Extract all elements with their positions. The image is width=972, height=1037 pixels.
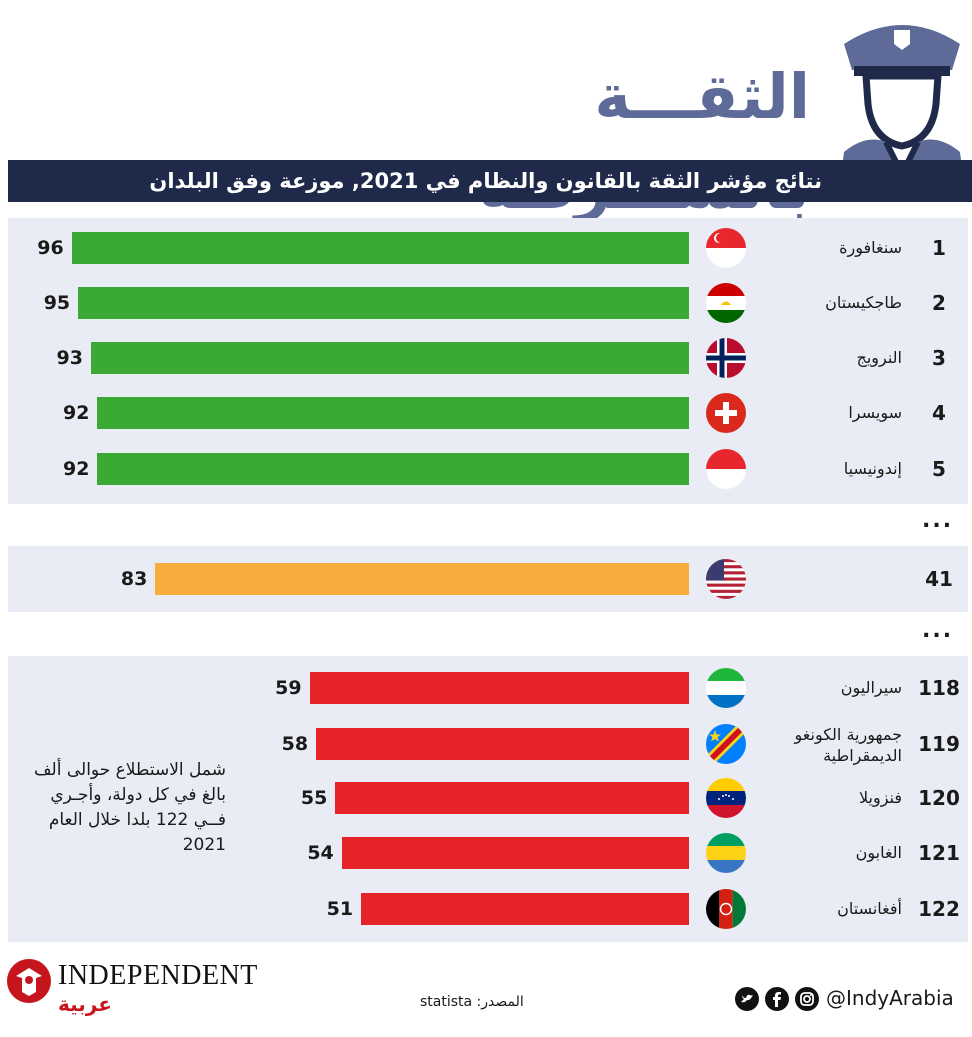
independent-eagle-logo-icon xyxy=(7,959,51,1003)
ellipsis-2: ... xyxy=(922,618,954,643)
bar-122 xyxy=(361,893,689,925)
value-label-118: 59 xyxy=(275,677,302,699)
value-label-121: 54 xyxy=(307,842,334,864)
country-label-120: فنزويلا xyxy=(858,788,902,807)
norway-flag-icon xyxy=(706,338,746,378)
bar-3 xyxy=(91,342,689,374)
bar-41 xyxy=(155,563,689,595)
value-label-1: 96 xyxy=(37,237,64,259)
ellipsis-1: ... xyxy=(922,508,954,533)
rank-label-122: 122 xyxy=(918,897,960,921)
bar-118 xyxy=(309,672,689,704)
country-label-121: الغابون xyxy=(855,843,902,862)
value-label-3: 93 xyxy=(56,347,83,369)
survey-note: شمل الاستطلاع حوالى ألف بالغ في كل دولة،… xyxy=(33,760,226,855)
subtitle-bar xyxy=(8,160,972,202)
social-handle[interactable]: @IndyArabia xyxy=(826,986,954,1010)
afghanistan-flag-icon xyxy=(706,889,746,929)
country-label-5: إندونيسيا xyxy=(843,459,902,478)
switzerland-flag-icon xyxy=(706,393,746,433)
bar-120 xyxy=(335,782,689,814)
tajikistan-flag-icon xyxy=(706,283,746,323)
bar-119 xyxy=(316,728,689,760)
bar-1 xyxy=(71,232,689,264)
value-label-122: 51 xyxy=(326,898,354,920)
facebook-icon[interactable] xyxy=(764,986,790,1012)
country-label-3: النرويج xyxy=(856,348,902,367)
bar-5 xyxy=(97,453,689,485)
value-label-119: 58 xyxy=(281,733,309,755)
rank-label-121: 121 xyxy=(918,841,960,865)
rank-label-2: 2 xyxy=(932,291,946,315)
rank-label-1: 1 xyxy=(932,236,946,260)
sierra-leone-flag-icon xyxy=(706,668,746,708)
usa-flag-icon xyxy=(706,559,746,599)
rank-label-119: 119 xyxy=(918,732,960,756)
rank-label-118: 118 xyxy=(918,676,960,700)
rank-label-41: 41 xyxy=(925,567,953,591)
page-subtitle: نتائج مؤشر الثقة بالقانون والنظام في 202… xyxy=(149,169,822,193)
source-credit: المصدر: statista xyxy=(420,994,524,1010)
independent-arabia-logo: عربية xyxy=(58,992,112,1016)
value-label-2: 95 xyxy=(43,292,71,314)
country-label-2: طاجكيستان xyxy=(825,293,902,312)
country-label-4: سويسرا xyxy=(848,403,902,422)
indonesia-flag-icon xyxy=(706,449,746,489)
instagram-icon[interactable] xyxy=(794,986,820,1012)
independent-logo: INDEPENDENT xyxy=(58,960,258,991)
rank-label-120: 120 xyxy=(918,786,960,810)
country-label-1: سنغافورة xyxy=(839,238,902,257)
dr-congo-flag-icon xyxy=(706,724,746,764)
value-label-5: 92 xyxy=(62,458,90,480)
social-icons xyxy=(734,986,822,1012)
value-label-41: 83 xyxy=(120,568,148,590)
bar-121 xyxy=(341,837,689,869)
country-label-119: جمهورية الكونغو الديمقراطية xyxy=(794,725,902,765)
rank-label-3: 3 xyxy=(932,346,946,370)
gabon-flag-icon xyxy=(706,833,746,873)
rank-label-5: 5 xyxy=(932,457,946,481)
page-title: الثقـــة بالشـــرطة xyxy=(479,60,810,223)
twitter-icon[interactable] xyxy=(734,986,760,1012)
country-label-118: سيراليون xyxy=(840,678,902,697)
bar-2 xyxy=(78,287,689,319)
bar-4 xyxy=(97,397,689,429)
rank-label-4: 4 xyxy=(932,401,946,425)
value-label-4: 92 xyxy=(62,402,90,424)
venezuela-flag-icon xyxy=(706,778,746,818)
value-label-120: 55 xyxy=(300,787,328,809)
singapore-flag-icon xyxy=(706,228,746,268)
country-label-122: أفغانستان xyxy=(837,899,902,918)
